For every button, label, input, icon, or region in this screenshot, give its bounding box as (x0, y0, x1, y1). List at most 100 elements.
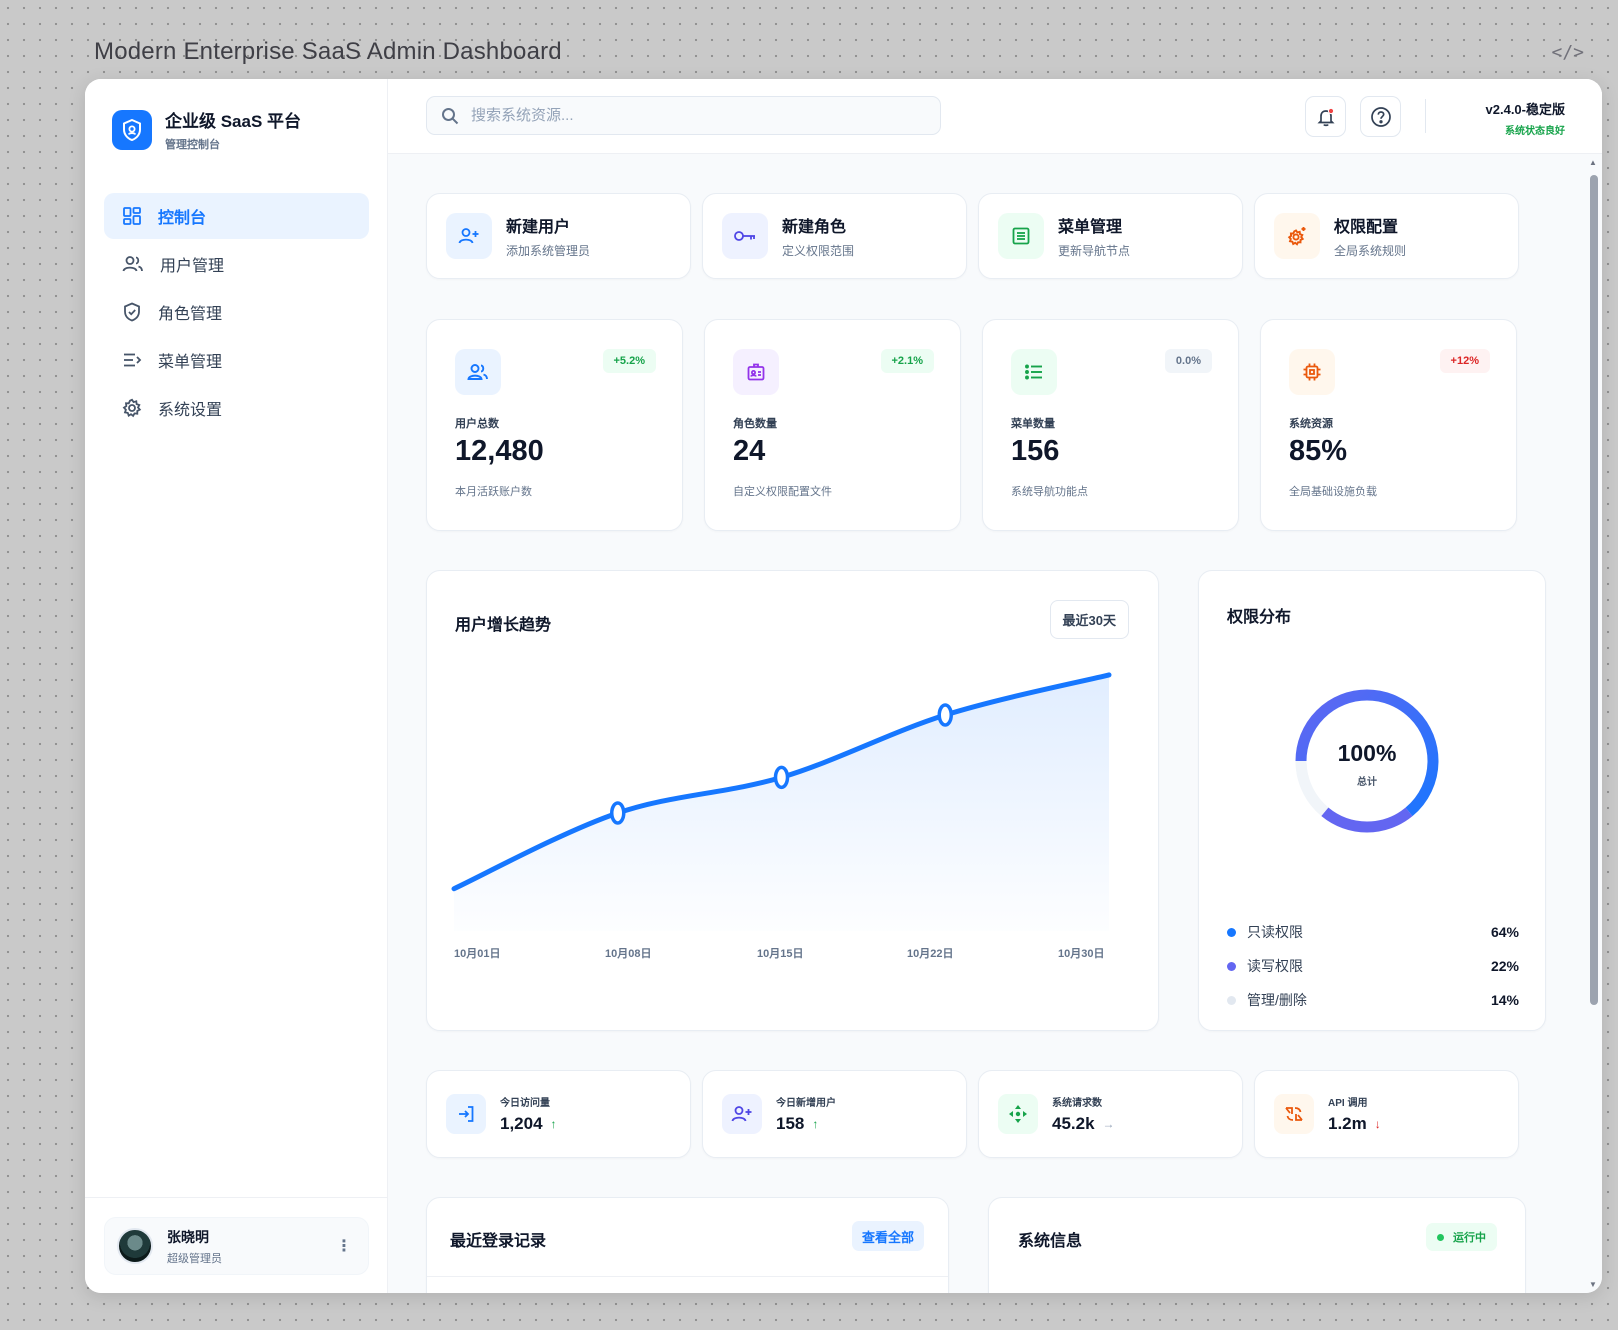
network-icon (998, 1094, 1038, 1134)
gear-icon (1274, 213, 1320, 259)
table-icon (998, 213, 1044, 259)
brand-subtitle: 管理控制台 (165, 139, 220, 151)
legend-dot (1227, 927, 1236, 937)
stat-subtitle: 系统导航功能点 (1011, 486, 1088, 498)
trend-badge: +2.1% (880, 349, 934, 373)
sidebar-item-roles[interactable]: 角色管理 (104, 289, 369, 335)
quick-action-subtitle: 更新导航节点 (1058, 244, 1131, 258)
status-dot (1437, 1233, 1444, 1241)
x-tick-label: 10月30日 (1058, 947, 1104, 960)
scroll-up-arrow[interactable]: ▲ (1589, 158, 1597, 167)
legend-value: 14% (1490, 992, 1519, 1008)
avatar (117, 1228, 153, 1264)
quick-action-new-user[interactable]: 新建用户 添加系统管理员 (426, 193, 691, 279)
sidebar-item-dashboard[interactable]: 控制台 (104, 193, 369, 239)
user-card[interactable]: 张晓明 超级管理员 ⋮ (104, 1217, 369, 1275)
quick-action-title: 新建用户 (506, 219, 571, 236)
data-point[interactable] (937, 703, 953, 727)
mini-stat-api-calls[interactable]: API 调用 1.2m ↓ (1254, 1070, 1519, 1158)
stat-label: 菜单数量 (1011, 418, 1055, 430)
range-select-button[interactable]: 最近30天 (1049, 600, 1129, 639)
stat-card-resources[interactable]: +12% 系统资源 85% 全局基础设施负载 (1260, 319, 1517, 531)
stat-value: 156 (1011, 435, 1060, 467)
stat-value: 24 (733, 435, 766, 467)
x-tick-label: 10月22日 (907, 947, 953, 960)
user-growth-chart: 10月01日 10月08日 10月15日 10月22日 10月30日 (451, 672, 1112, 960)
scrollbar[interactable]: ▲ ▼ (1588, 155, 1600, 1293)
page-caption: Modern Enterprise SaaS Admin Dashboard (94, 38, 562, 65)
legend-label: 读写权限 (1247, 958, 1303, 974)
data-point[interactable] (610, 801, 626, 825)
scroll-down-arrow[interactable]: ▼ (1589, 1280, 1597, 1289)
data-point[interactable] (773, 765, 790, 790)
card-divider (427, 1276, 948, 1277)
key-icon (722, 213, 768, 259)
trend-flat-icon: → (1102, 1117, 1115, 1131)
x-tick-label: 10月08日 (605, 947, 651, 960)
notifications-button[interactable] (1305, 96, 1346, 137)
code-icon[interactable]: </> (1551, 42, 1584, 63)
mini-stat-visits[interactable]: 今日访问量 1,204 ↑ (426, 1070, 691, 1158)
system-info-card: 系统信息 运行中 (988, 1197, 1526, 1293)
legend-value: 22% (1490, 958, 1519, 974)
stat-card-users[interactable]: +5.2% 用户总数 12,480 本月活跃账户数 (426, 319, 683, 531)
legend-value: 64% (1490, 924, 1519, 940)
status-text: 运行中 (1453, 1232, 1486, 1244)
version-info: v2.4.0-稳定版 系统状态良好 (1486, 99, 1565, 137)
mini-stat-new-users[interactable]: 今日新增用户 158 ↑ (702, 1070, 967, 1158)
more-vertical-icon[interactable]: ⋮ (336, 1238, 352, 1255)
stat-label: 用户总数 (455, 418, 499, 430)
menu-icon (124, 353, 142, 367)
cpu-icon (1289, 349, 1335, 395)
user-name: 张晓明 (167, 1228, 209, 1245)
permission-donut-chart (1295, 689, 1439, 833)
x-tick-label: 10月01日 (454, 947, 500, 960)
donut-center-value: 100% (1337, 740, 1397, 766)
quick-action-title: 新建角色 (782, 219, 847, 236)
login-icon (446, 1094, 486, 1134)
sidebar-item-settings[interactable]: 系统设置 (104, 385, 369, 431)
donut-segment-3[interactable] (1295, 689, 1439, 833)
sidebar-divider (85, 1197, 387, 1198)
sidebar-item-label: 用户管理 (160, 258, 225, 275)
quick-action-permission-config[interactable]: 权限配置 全局系统规则 (1254, 193, 1519, 279)
sidebar-item-label: 控制台 (158, 210, 207, 227)
mini-stat-requests[interactable]: 系统请求数 45.2k → (978, 1070, 1243, 1158)
view-all-button[interactable]: 查看全部 (851, 1221, 924, 1251)
mini-stat-label: 系统请求数 (1052, 1098, 1102, 1109)
quick-action-title: 权限配置 (1334, 219, 1399, 236)
recent-logins-card: 最近登录记录 查看全部 (426, 1197, 949, 1293)
user-role: 超级管理员 (167, 1252, 222, 1265)
trend-up-icon: ↑ (550, 1117, 557, 1131)
mini-stat-value: 1.2m (1328, 1114, 1367, 1133)
trend-badge: 0.0% (1164, 349, 1212, 373)
system-info-title: 系统信息 (1018, 1233, 1083, 1250)
mini-stat-value: 158 (776, 1114, 805, 1133)
bell-icon (1316, 107, 1335, 126)
stat-card-roles[interactable]: +2.1% 角色数量 24 自定义权限配置文件 (704, 319, 961, 531)
stat-value: 85% (1289, 435, 1348, 467)
search-input[interactable] (471, 107, 891, 124)
stat-card-menus[interactable]: 0.0% 菜单数量 156 系统导航功能点 (982, 319, 1239, 531)
trend-badge: +5.2% (602, 349, 656, 373)
scroll-thumb[interactable] (1590, 175, 1598, 1005)
sidebar-item-users[interactable]: 用户管理 (104, 241, 369, 287)
help-icon (1370, 106, 1391, 127)
search-box[interactable] (426, 96, 941, 135)
mini-stat-label: 今日新增用户 (776, 1098, 836, 1109)
user-plus-icon (446, 213, 492, 259)
donut-segment-2[interactable] (1295, 689, 1439, 833)
mini-stat-label: 今日访问量 (500, 1098, 550, 1109)
stat-value: 12,480 (455, 435, 544, 467)
sidebar-item-menus[interactable]: 菜单管理 (104, 337, 369, 383)
mini-stat-value: 45.2k (1052, 1114, 1095, 1133)
search-icon (442, 107, 459, 124)
brand[interactable]: 企业级 SaaS 平台 管理控制台 (112, 107, 301, 152)
help-button[interactable] (1360, 96, 1401, 137)
legend-dot (1227, 995, 1236, 1005)
quick-action-title: 菜单管理 (1058, 219, 1123, 236)
quick-action-new-role[interactable]: 新建角色 定义权限范围 (702, 193, 967, 279)
quick-action-menu-management[interactable]: 菜单管理 更新导航节点 (978, 193, 1243, 279)
donut-legend: 只读权限 64% 读写权限 22% 管理/删除 14% (1227, 915, 1519, 1017)
stat-subtitle: 全局基础设施负载 (1289, 486, 1377, 498)
